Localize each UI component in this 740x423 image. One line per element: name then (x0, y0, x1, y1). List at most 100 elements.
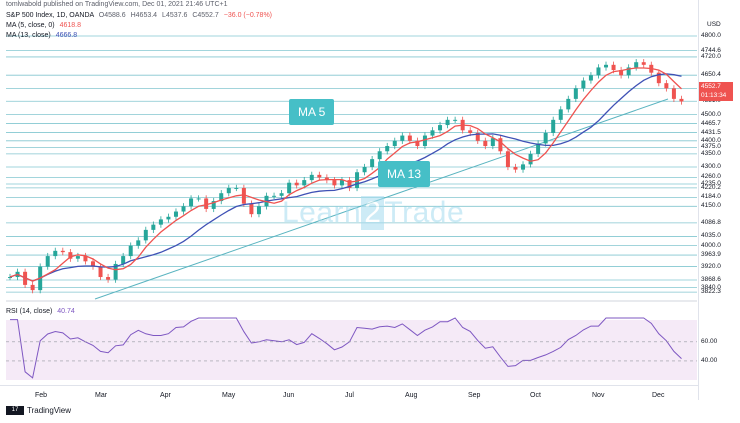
time-axis-label: Feb (35, 392, 48, 399)
price-tick-label: 4086.8 (701, 218, 721, 226)
candle (256, 203, 261, 218)
rsi-tick-label: 60.00 (701, 337, 718, 345)
currency-label: USD (707, 21, 721, 28)
candle (445, 116, 450, 129)
candle (483, 137, 488, 150)
candle (528, 150, 533, 168)
candle (189, 195, 194, 210)
candle (226, 184, 231, 197)
candle (309, 171, 314, 184)
candle (543, 129, 548, 147)
price-tick-label: 4235.0 (701, 180, 721, 188)
time-axis[interactable] (0, 385, 698, 400)
candle (415, 137, 420, 150)
candle (173, 208, 178, 220)
candle (53, 247, 58, 260)
candle (400, 132, 405, 144)
candle (626, 64, 631, 79)
candle (407, 132, 412, 144)
candle (324, 174, 329, 184)
price-tick-label: 4184.0 (701, 193, 721, 201)
time-axis-label: May (222, 392, 236, 399)
candle (204, 195, 209, 213)
candle (60, 247, 65, 256)
price-tick-label: 4650.4 (701, 71, 721, 79)
rsi-line (10, 317, 682, 379)
candle (581, 77, 586, 92)
candle (332, 176, 337, 189)
price-tick-label: 4800.0 (701, 32, 721, 39)
candle (279, 190, 284, 199)
candle (422, 132, 427, 150)
price-tick-label: 3920.0 (701, 262, 721, 270)
time-axis-label: Aug (405, 392, 418, 399)
candle (302, 176, 307, 189)
candle (619, 66, 624, 79)
price-tick-label: 4375.0 (701, 143, 721, 151)
ma5-legend[interactable]: MA (5, close, 0) 4618.8 (6, 22, 82, 29)
ma5-line (9, 67, 682, 282)
candle (634, 59, 639, 71)
candle (498, 135, 503, 155)
rsi-value: 40.74 (57, 308, 75, 315)
candle (196, 195, 201, 202)
tradingview-footer: 17 TradingView (6, 406, 71, 416)
candle (679, 95, 684, 105)
candle (113, 260, 118, 283)
candle (166, 213, 171, 223)
time-axis-label: Sep (468, 392, 481, 399)
price-axis[interactable] (698, 0, 740, 400)
candle (241, 184, 246, 207)
price-tick-label: 3822.3 (701, 288, 721, 296)
symbol-legend: S&P 500 Index, 1D, OANDA O4588.6 H4653.4… (6, 12, 272, 19)
candle (136, 237, 141, 249)
candle (641, 59, 646, 68)
candle (505, 148, 510, 171)
ohlc-close: C4552.7 (192, 12, 219, 19)
candle (430, 127, 435, 139)
candle (596, 64, 601, 79)
ma13-legend[interactable]: MA (13, close) 4666.8 (6, 32, 78, 39)
rsi-legend[interactable]: RSI (14, close) 40.74 (6, 308, 75, 315)
price-tick-label: 3868.6 (701, 276, 721, 284)
candle (536, 140, 541, 158)
candle (287, 179, 292, 197)
candle (392, 137, 397, 150)
price-tick-label: 4150.0 (701, 202, 721, 210)
candle (385, 142, 390, 155)
candle (234, 184, 239, 192)
time-axis-label: Jul (345, 392, 354, 399)
candle (656, 69, 661, 87)
candle (438, 121, 443, 134)
rsi-tick-label: 40.00 (701, 356, 718, 364)
candle (45, 252, 50, 270)
ma5-value: 4618.8 (59, 22, 82, 29)
price-tick-label: 4000.0 (701, 241, 721, 249)
last-price-badge: 4552.7 (699, 82, 733, 92)
ohlc-low: L4537.6 (162, 12, 188, 19)
price-tick-label: 4431.5 (701, 128, 721, 136)
candle (362, 163, 367, 176)
price-tick-label: 4500.0 (701, 110, 721, 118)
watermark-logo: Learn 2 Trade (282, 196, 465, 230)
time-axis-label: Mar (95, 392, 108, 399)
candle (8, 273, 12, 281)
symbol-name: S&P 500 Index, 1D, OANDA (6, 12, 94, 19)
candle (294, 179, 299, 189)
candle (355, 169, 360, 192)
candle (671, 85, 676, 103)
candle (272, 192, 277, 199)
candle (151, 221, 156, 234)
price-tick-label: 4220.2 (701, 183, 721, 191)
time-axis-label: Apr (160, 392, 171, 399)
ma13-line (9, 73, 682, 282)
tradingview-logo-icon: 17 (6, 406, 24, 416)
candle (128, 242, 133, 260)
price-tick-label: 3840.0 (701, 283, 721, 291)
time-axis-label: Jun (283, 392, 295, 399)
price-tick-label: 4465.7 (701, 119, 721, 127)
ma5-callout: MA 5 (289, 99, 335, 125)
price-tick-label: 4350.0 (701, 149, 721, 157)
